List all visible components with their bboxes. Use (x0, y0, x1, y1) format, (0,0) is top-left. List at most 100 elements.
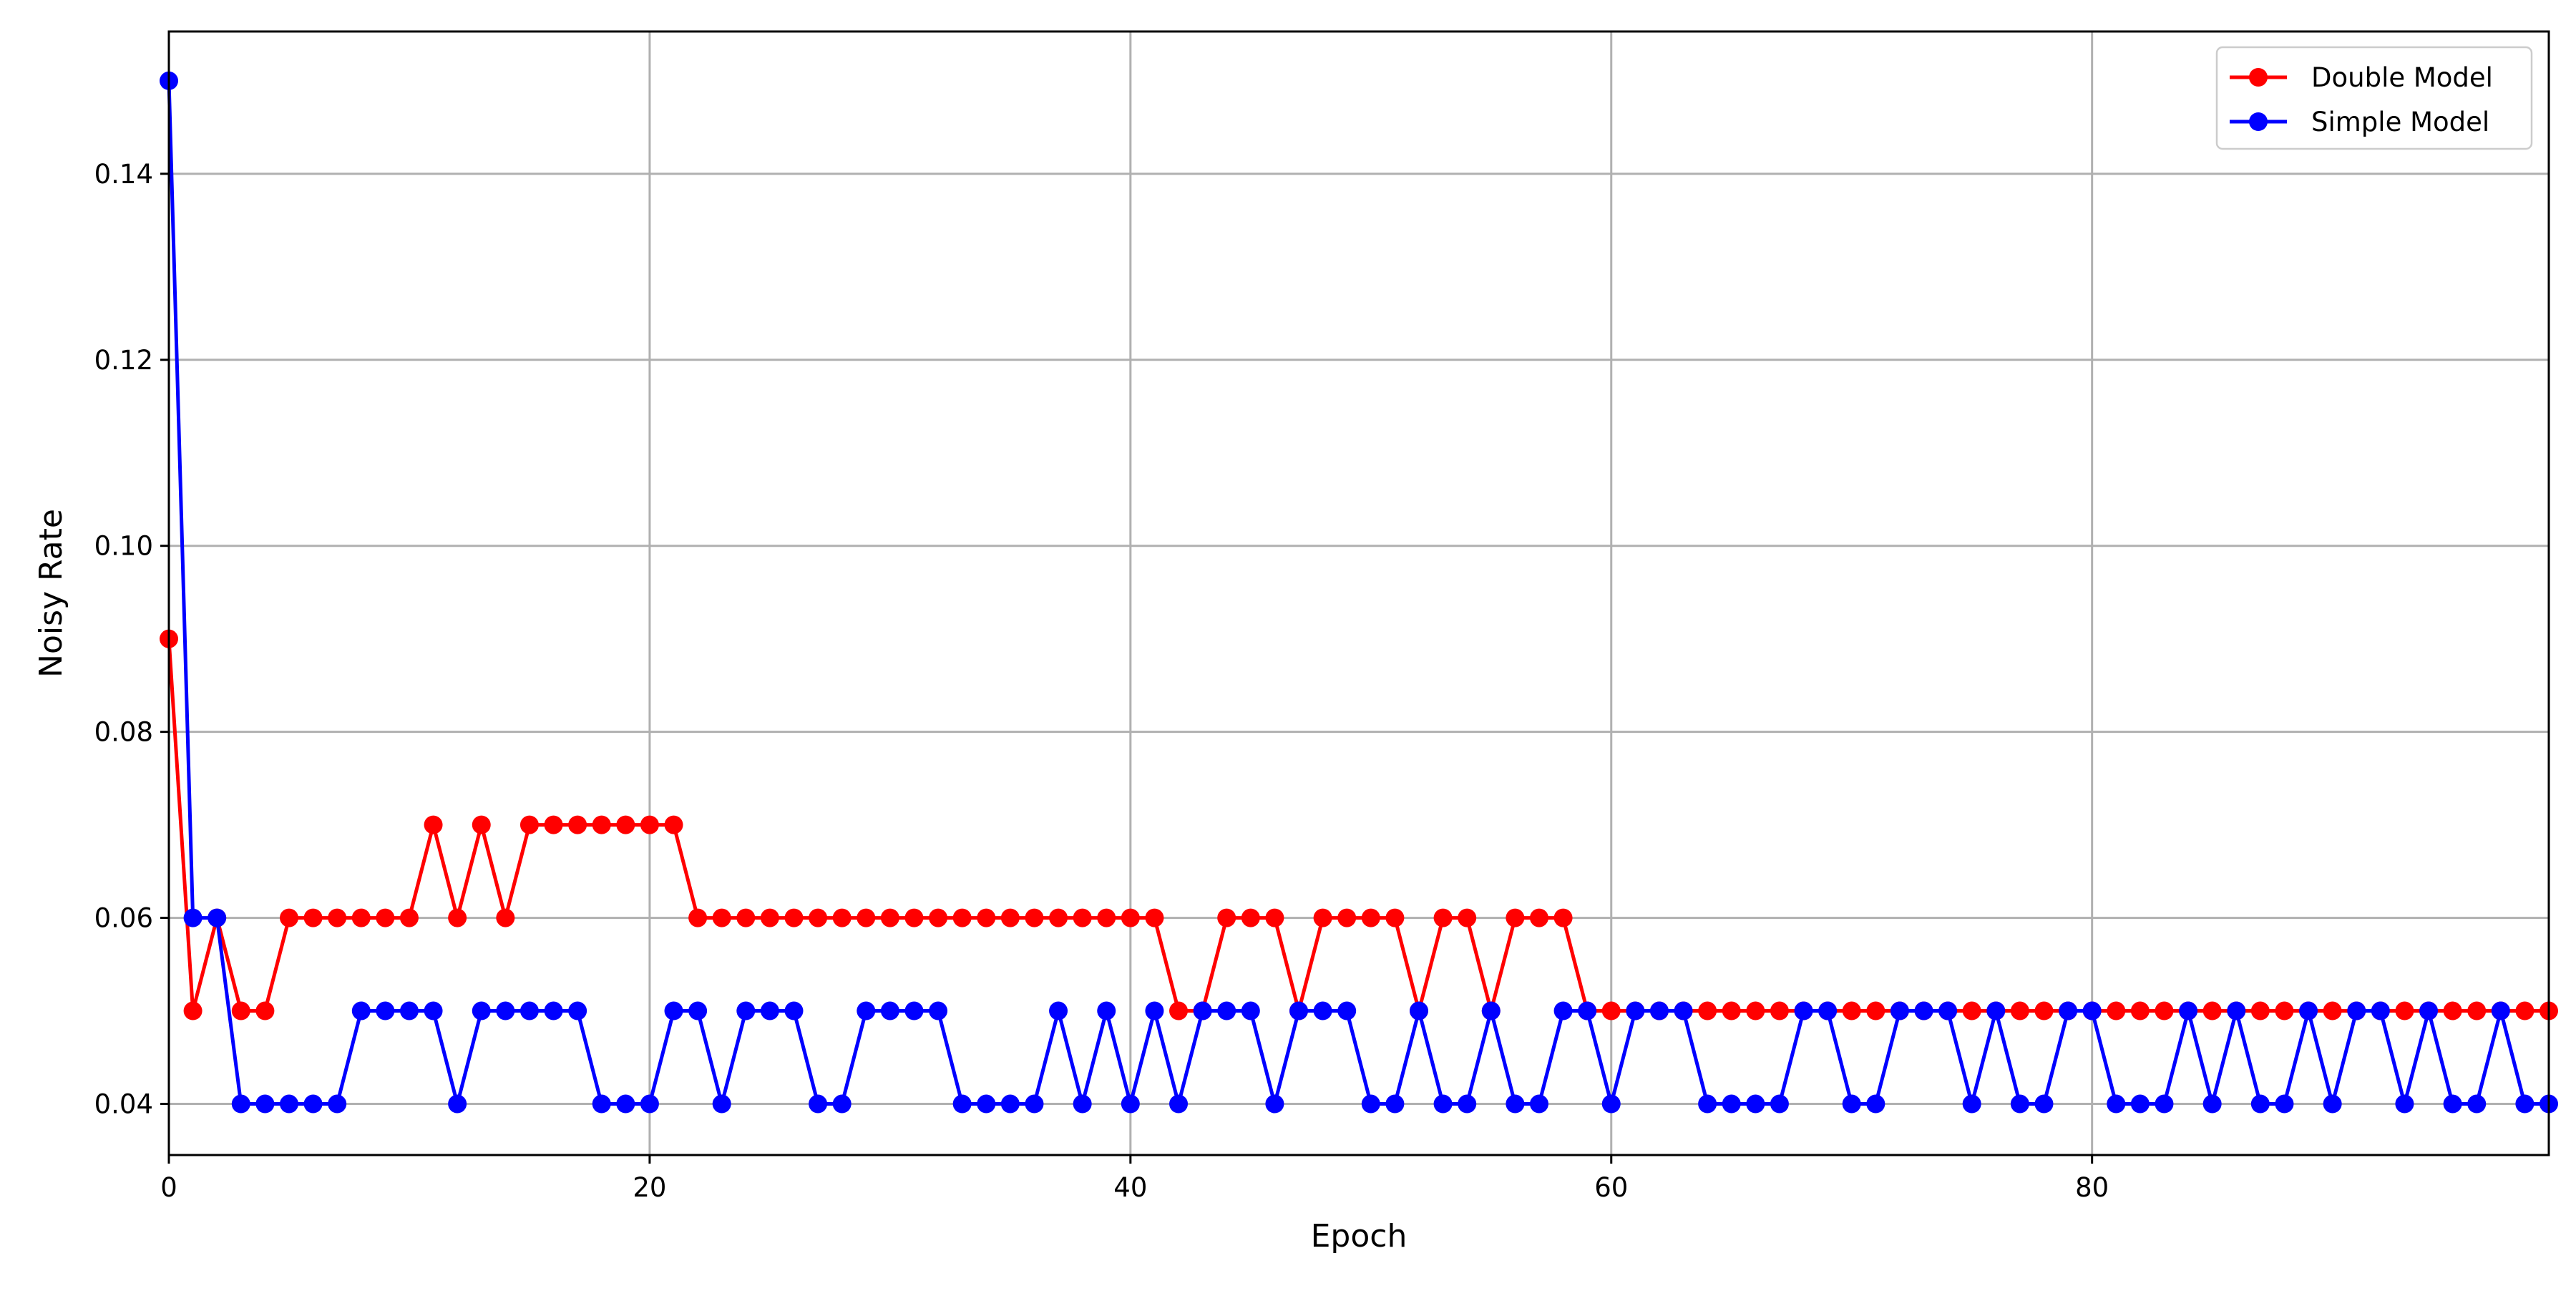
data-point (1938, 1001, 1958, 1020)
data-point (1337, 908, 1357, 927)
data-point (1169, 1094, 1189, 1114)
data-point (376, 1001, 395, 1020)
data-point (1626, 1001, 1645, 1020)
data-point (736, 908, 756, 927)
data-point (2107, 1094, 2126, 1114)
data-point (1770, 1094, 1789, 1114)
data-point (1770, 1001, 1789, 1020)
data-point (1169, 1001, 1189, 1020)
data-point (1193, 1001, 1212, 1020)
data-point (1601, 1001, 1621, 1020)
x-tick-label: 20 (633, 1172, 666, 1203)
data-point (857, 908, 876, 927)
data-point (977, 1094, 996, 1114)
data-point (2491, 1001, 2510, 1020)
data-point (1025, 1094, 1044, 1114)
data-point (784, 1001, 804, 1020)
data-point (1986, 1001, 2006, 1020)
data-point (279, 908, 298, 927)
data-point (2059, 1001, 2078, 1020)
data-point (688, 1001, 708, 1020)
legend-box (2215, 46, 2533, 150)
data-point (1506, 1094, 1525, 1114)
data-point (255, 1094, 275, 1114)
data-point (519, 1001, 539, 1020)
data-point (1361, 1094, 1380, 1114)
data-point (1794, 1001, 1813, 1020)
data-point (496, 908, 515, 927)
data-point (1506, 908, 1525, 927)
data-point (640, 815, 659, 834)
data-point (1601, 1094, 1621, 1114)
data-point (1217, 908, 1236, 927)
data-point (568, 815, 587, 834)
data-point (1722, 1094, 1741, 1114)
data-point (2202, 1001, 2222, 1020)
data-point (1361, 908, 1380, 927)
x-tick-label: 40 (1113, 1172, 1147, 1203)
data-point (376, 908, 395, 927)
data-point (1121, 1094, 1140, 1114)
data-point (1746, 1001, 1765, 1020)
data-point (1458, 908, 1477, 927)
data-point (592, 815, 611, 834)
data-point (1313, 908, 1332, 927)
data-point (2130, 1094, 2150, 1114)
data-point (279, 1094, 298, 1114)
data-point (519, 815, 539, 834)
data-point (399, 1001, 419, 1020)
legend: Double Model Simple Model (2215, 46, 2533, 150)
data-point (1866, 1001, 1885, 1020)
data-point (2130, 1001, 2150, 1020)
data-point (832, 908, 852, 927)
data-point (328, 1094, 347, 1114)
data-point (1962, 1094, 1981, 1114)
data-point (1265, 1094, 1284, 1114)
data-point (1458, 1094, 1477, 1114)
data-point (929, 1001, 948, 1020)
data-point (1529, 908, 1548, 927)
x-tick-label: 0 (160, 1172, 177, 1203)
data-point (1842, 1094, 1861, 1114)
data-point (544, 1001, 563, 1020)
x-axis-title: Epoch (1311, 1218, 1407, 1255)
data-point (1698, 1001, 1717, 1020)
series-simple-model (160, 71, 2558, 1114)
data-point (2515, 1094, 2534, 1114)
data-point (2323, 1001, 2342, 1020)
data-point (1674, 1001, 1693, 1020)
legend-item: Simple Model (2230, 107, 2489, 137)
data-point (616, 1094, 635, 1114)
data-point (712, 1094, 731, 1114)
data-point (2107, 1001, 2126, 1020)
data-point (929, 908, 948, 927)
data-point (1385, 1094, 1405, 1114)
data-point (664, 1001, 683, 1020)
data-point (1289, 1001, 1309, 1020)
data-point (904, 908, 924, 927)
data-point (2443, 1094, 2462, 1114)
data-point (2443, 1001, 2462, 1020)
data-point (640, 1094, 659, 1114)
data-point (231, 1094, 250, 1114)
data-point (1145, 1001, 1164, 1020)
data-point (303, 1094, 323, 1114)
data-point (2299, 1001, 2318, 1020)
plot-frame (167, 30, 2550, 1156)
data-point (2179, 1001, 2198, 1020)
legend-marker (2249, 112, 2268, 131)
data-point (1337, 1001, 1357, 1020)
y-tick-label: 0.08 (94, 717, 153, 748)
data-point (351, 1001, 371, 1020)
legend-label: Simple Model (2311, 107, 2489, 137)
data-point (880, 1001, 899, 1020)
data-point (1914, 1001, 1933, 1020)
data-point (1241, 1001, 1260, 1020)
data-point (472, 1001, 491, 1020)
data-point (2155, 1094, 2174, 1114)
data-point (2395, 1094, 2414, 1114)
grid-layer (167, 31, 2549, 1155)
data-point (2155, 1001, 2174, 1020)
